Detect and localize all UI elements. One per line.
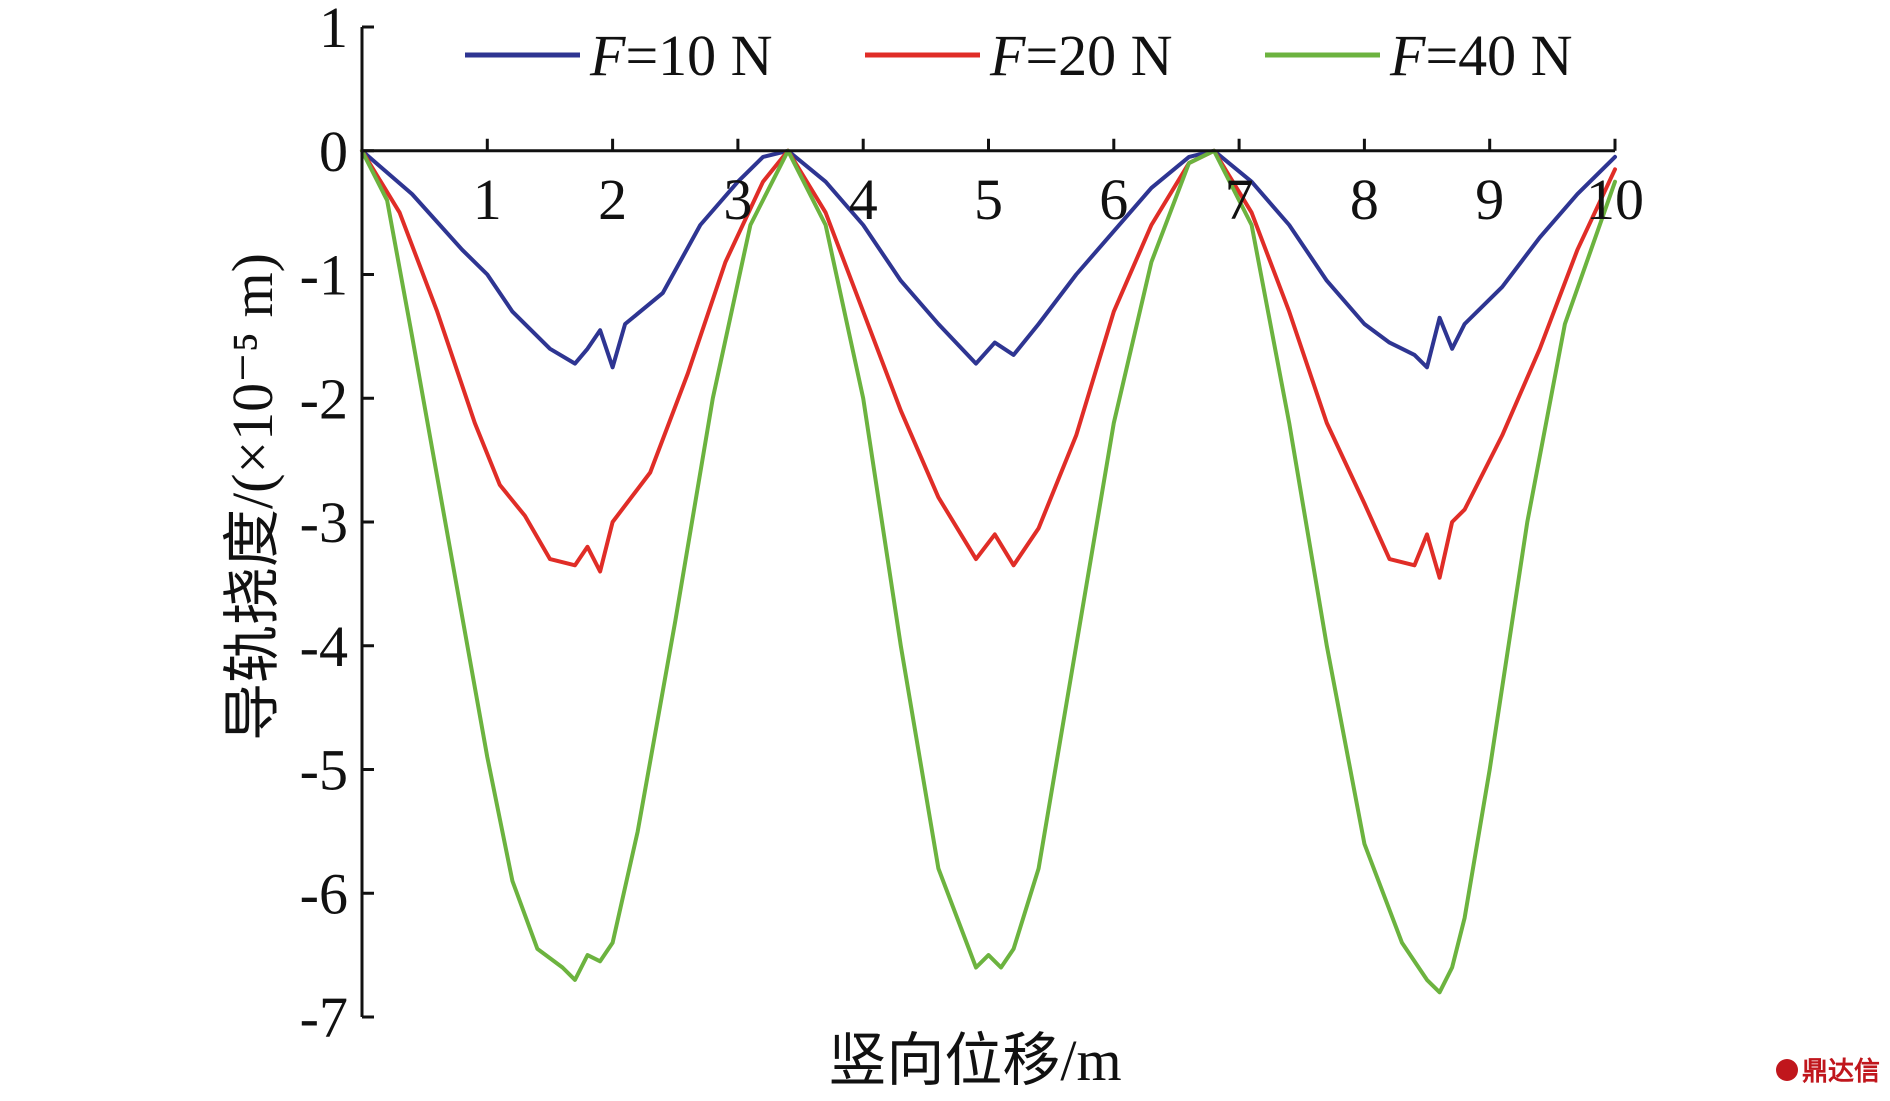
x-tick-label: 5 xyxy=(974,167,1003,232)
x-axis-title: 竖向位移/m xyxy=(828,1028,1121,1093)
x-tick-label: 7 xyxy=(1225,167,1254,232)
watermark-text: 鼎达信 xyxy=(1801,1057,1880,1087)
legend: F=10 N F=20 N F=40 N xyxy=(465,23,1573,88)
x-tick-label: 2 xyxy=(598,167,627,232)
legend-label: F=10 N xyxy=(589,23,773,88)
y-tick-label: -1 xyxy=(300,243,348,308)
watermark: 鼎达信 xyxy=(1775,1051,1880,1088)
watermark-logo-icon xyxy=(1775,1058,1798,1081)
series-line xyxy=(360,148,1617,995)
x-tick-label: 4 xyxy=(849,167,878,232)
y-tick-label: -5 xyxy=(300,738,348,803)
y-tick-label: -3 xyxy=(300,490,348,555)
series-lines xyxy=(360,148,1617,995)
y-tick-label: -6 xyxy=(300,861,348,926)
legend-label: F=40 N xyxy=(1389,23,1573,88)
x-tick-label: 8 xyxy=(1350,167,1379,232)
y-axis-title: 导轨挠度/(×10⁻⁵ m) xyxy=(220,253,285,741)
series-line xyxy=(360,148,1617,580)
series-line xyxy=(360,148,1617,370)
y-tick-label: -4 xyxy=(300,614,348,679)
y-tick-label: 1 xyxy=(319,0,348,60)
x-tick-label: 3 xyxy=(723,167,752,232)
y-tick-label: 0 xyxy=(319,119,348,184)
y-tick-label: -2 xyxy=(300,366,348,431)
y-tick-label: -7 xyxy=(300,985,348,1050)
x-tick-label: 6 xyxy=(1099,167,1128,232)
x-tick-label: 1 xyxy=(473,167,502,232)
x-tick-label: 9 xyxy=(1475,167,1504,232)
x-tick-label: 10 xyxy=(1586,167,1644,232)
legend-label: F=20 N xyxy=(989,23,1173,88)
